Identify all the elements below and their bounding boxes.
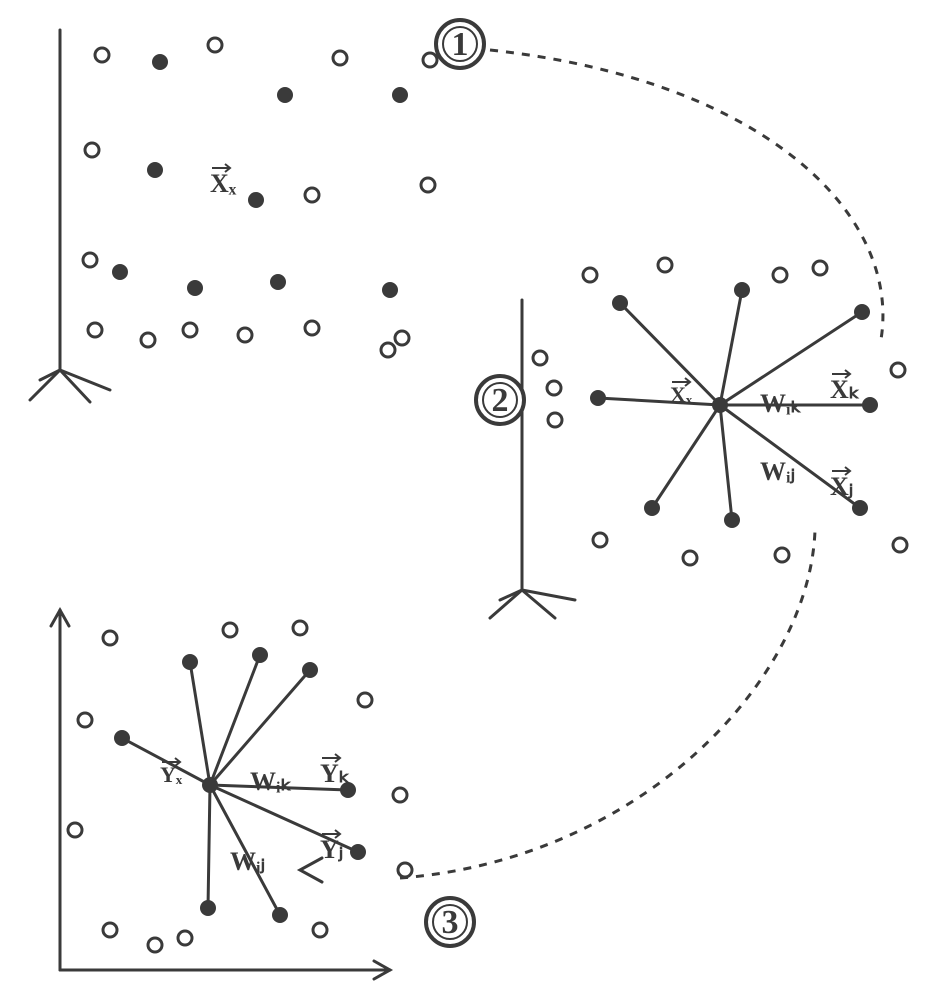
lle-diagram: 1 2 3 Xₓ Xₓ Wᵢₖ Xₖ Wᵢⱼ Xⱼ Yₓ Wᵢₖ Yₖ Wᵢⱼ Yⱼ: [0, 0, 931, 1000]
svg-text:Wᵢₖ: Wᵢₖ: [250, 767, 292, 796]
svg-text:Xₓ: Xₓ: [670, 382, 693, 407]
label-panel2_Wik: Wᵢₖ: [760, 389, 802, 418]
svg-text:Wᵢⱼ: Wᵢⱼ: [760, 457, 795, 486]
svg-text:Xⱼ: Xⱼ: [830, 472, 853, 501]
dashed-arcs: [300, 50, 883, 882]
svg-text:Yₓ: Yₓ: [160, 762, 183, 787]
svg-text:Yₖ: Yₖ: [320, 759, 350, 788]
svg-text:Yⱼ: Yⱼ: [320, 835, 343, 864]
label-panel2_Xj: Xⱼ: [830, 467, 853, 501]
label-panel3_Yj: Yⱼ: [320, 830, 343, 864]
label-panel1_Xi: Xₓ: [210, 164, 237, 198]
axes-layer: [30, 30, 575, 979]
hollow-dots: [68, 38, 907, 952]
label-panel3_Yk: Yₖ: [320, 754, 350, 788]
svg-text:Wᵢₖ: Wᵢₖ: [760, 389, 802, 418]
label-panel3_Wik: Wᵢₖ: [250, 767, 292, 796]
label-panel3_Wij: Wᵢⱼ: [230, 847, 265, 876]
svg-text:Xₖ: Xₖ: [830, 375, 860, 404]
labels-layer: Xₓ Xₓ Wᵢₖ Xₖ Wᵢⱼ Xⱼ Yₓ Wᵢₖ Yₖ Wᵢⱼ Yⱼ: [160, 164, 860, 876]
circled-numbers: 1 2 3: [426, 20, 524, 946]
label-panel2_Wij: Wᵢⱼ: [760, 457, 795, 486]
circled-number-text: 2: [492, 382, 509, 419]
label-panel2_Xk: Xₖ: [830, 370, 860, 404]
label-panel2_Xi: Xₓ: [670, 378, 693, 407]
svg-text:Xₓ: Xₓ: [210, 169, 237, 198]
label-panel3_Yi: Yₓ: [160, 758, 183, 787]
svg-text:Wᵢⱼ: Wᵢⱼ: [230, 847, 265, 876]
circled-number-text: 1: [452, 26, 469, 63]
circled-number-text: 3: [442, 904, 459, 941]
